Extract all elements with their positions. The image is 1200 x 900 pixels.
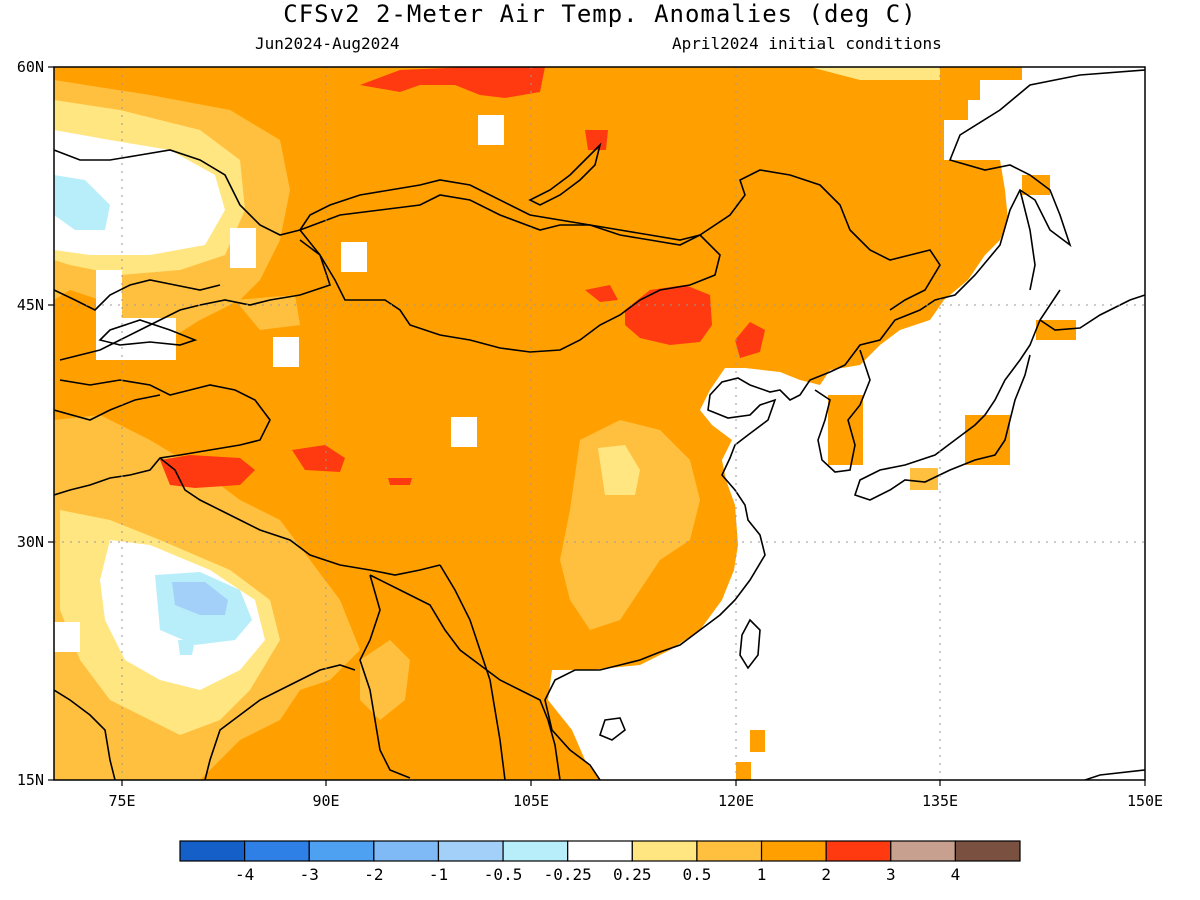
graticule — [54, 67, 1145, 780]
colorbar-label: 3 — [886, 865, 896, 884]
anomaly-field — [54, 67, 1145, 780]
lake-balkhash — [98, 319, 198, 346]
lon-label-120e: 120E — [718, 792, 754, 810]
colorbar-label: -0.25 — [544, 865, 592, 884]
lat-label-60n: 60N — [17, 58, 44, 76]
forecast-period: Jun2024-Aug2024 — [255, 34, 400, 53]
colorbar-swatch — [954, 840, 1021, 862]
lon-label-135e: 135E — [922, 792, 958, 810]
colorbar-label: 2 — [821, 865, 831, 884]
japan-coastline — [853, 289, 1061, 501]
colorbar-label: -2 — [364, 865, 383, 884]
india-coastline — [54, 689, 116, 780]
lat-label-45n: 45N — [17, 296, 44, 314]
plot-frame — [53, 66, 1146, 781]
lon-label-90e: 90E — [312, 792, 339, 810]
colorbar-label: 4 — [951, 865, 961, 884]
colorbar-label: -1 — [429, 865, 448, 884]
colorbar-label: 1 — [757, 865, 767, 884]
coastlines-and-borders — [54, 69, 1145, 780]
colorbar-swatch — [502, 840, 569, 862]
korea-coastline — [814, 349, 871, 473]
colorbar-swatch — [373, 840, 440, 862]
longitude-labels: 75E 90E 105E 120E 135E 150E — [108, 792, 1163, 810]
colorbar-swatch — [437, 840, 504, 862]
lon-label-150e: 150E — [1127, 792, 1163, 810]
lon-label-105e: 105E — [513, 792, 549, 810]
sakhalin-coastline — [1019, 189, 1036, 291]
colorbar-swatch — [825, 840, 892, 862]
central-asia-borders — [54, 379, 271, 496]
russia-mongolia-border — [299, 179, 701, 241]
southeast-asia-borders — [369, 574, 561, 780]
colorbar-label: -0.5 — [484, 865, 523, 884]
colorbar-swatch — [631, 840, 698, 862]
colorbar-swatch — [890, 840, 956, 862]
lat-label-15n: 15N — [17, 771, 44, 789]
colorbar: -4 -3 -2 -1 -0.5 -0.25 0.25 0.5 1 2 3 4 — [179, 840, 1021, 884]
initial-conditions-label: April2024 initial conditions — [672, 34, 942, 53]
hainan-coastline — [599, 717, 626, 741]
colorbar-swatch — [308, 840, 375, 862]
anomaly-3plus-mongolia — [625, 285, 712, 345]
anomaly-1to2-east-china — [560, 420, 700, 630]
lon-label-75e: 75E — [108, 792, 135, 810]
east-asia-coastline — [544, 69, 1145, 780]
negative-anomaly-india — [172, 582, 228, 615]
lat-label-30n: 30N — [17, 533, 44, 551]
lake-baikal — [528, 142, 602, 206]
china-mongolia-border — [299, 194, 721, 353]
latitude-labels: 60N 45N 30N 15N — [17, 58, 44, 789]
colorbar-swatch — [179, 840, 246, 862]
chart-title: CFSv2 2-Meter Air Temp. Anomalies (deg C… — [283, 0, 917, 28]
colorbar-label: -3 — [300, 865, 319, 884]
axis-ticks — [48, 66, 1146, 786]
colorbar-swatch — [696, 840, 763, 862]
taiwan-coastline — [739, 618, 761, 670]
kazakhstan-border — [54, 149, 332, 361]
colorbar-swatch — [760, 840, 827, 862]
colorbar-label: -4 — [235, 865, 254, 884]
colorbar-swatch — [567, 840, 633, 862]
himalaya-border — [159, 457, 441, 576]
russia-china-border — [699, 169, 941, 311]
colorbar-label: 0.5 — [682, 865, 711, 884]
anomaly-3plus-north — [360, 67, 545, 98]
colorbar-swatch — [244, 840, 310, 862]
colorbar-label: 0.25 — [613, 865, 652, 884]
